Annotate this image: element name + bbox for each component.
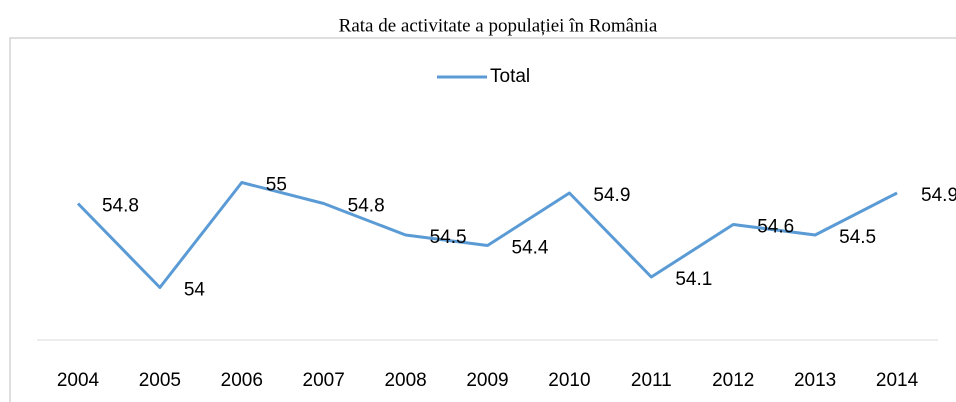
data-label: 54.5 [430,227,467,248]
legend-label: Total [490,66,530,87]
x-tick-label: 2014 [876,370,919,391]
x-tick-label: 2007 [303,370,345,391]
chart-border [9,37,956,402]
data-label: 54 [184,280,206,301]
x-tick-label: 2004 [57,370,100,391]
data-label: 54.5 [839,227,876,248]
data-label: 54.9 [593,185,630,206]
data-label: 54.1 [675,269,712,290]
data-label: 54.9 [921,185,956,206]
x-tick-label: 2012 [712,370,754,391]
x-tick-label: 2011 [631,370,672,391]
data-label: 54.6 [757,217,794,238]
x-tick-label: 2005 [139,370,181,391]
x-tick-label: 2006 [221,370,263,391]
data-label: 54.8 [102,196,139,217]
data-label: 54.8 [348,196,385,217]
x-tick-label: 2010 [548,370,590,391]
chart-title: Rata de activitate a populației în Român… [339,15,658,36]
data-label: 55 [266,175,287,196]
data-label: 54.4 [512,238,549,259]
series-line [76,181,898,289]
x-tick-label: 2013 [794,370,836,391]
x-tick-label: 2009 [466,370,508,391]
x-tick-label: 2008 [384,370,426,391]
